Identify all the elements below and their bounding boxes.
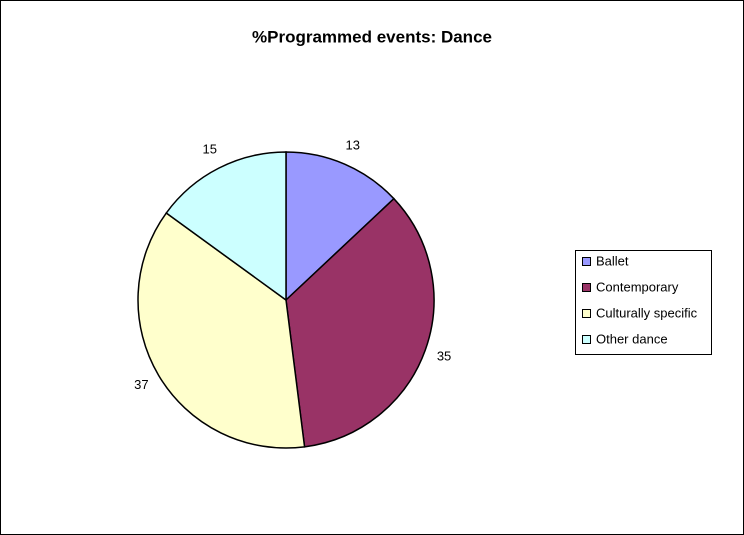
data-label: 13	[345, 137, 359, 152]
legend-label: Ballet	[596, 253, 629, 268]
legend-box	[575, 250, 712, 355]
data-label: 35	[437, 348, 451, 363]
pie-slice	[137, 211, 306, 449]
legend-label: Contemporary	[596, 279, 679, 294]
pie-slice	[285, 197, 435, 448]
legend-swatch	[582, 257, 591, 266]
chart-title: %Programmed events: Dance	[252, 27, 492, 46]
pie-slice	[165, 151, 287, 302]
pie-slice	[285, 151, 395, 302]
legend-swatch	[582, 309, 591, 318]
legend-swatch	[582, 335, 591, 344]
data-label: 15	[202, 142, 216, 157]
data-label: 37	[134, 377, 148, 392]
legend-swatch	[582, 283, 591, 292]
legend-label: Other dance	[596, 331, 668, 346]
legend-label: Culturally specific	[596, 305, 698, 320]
